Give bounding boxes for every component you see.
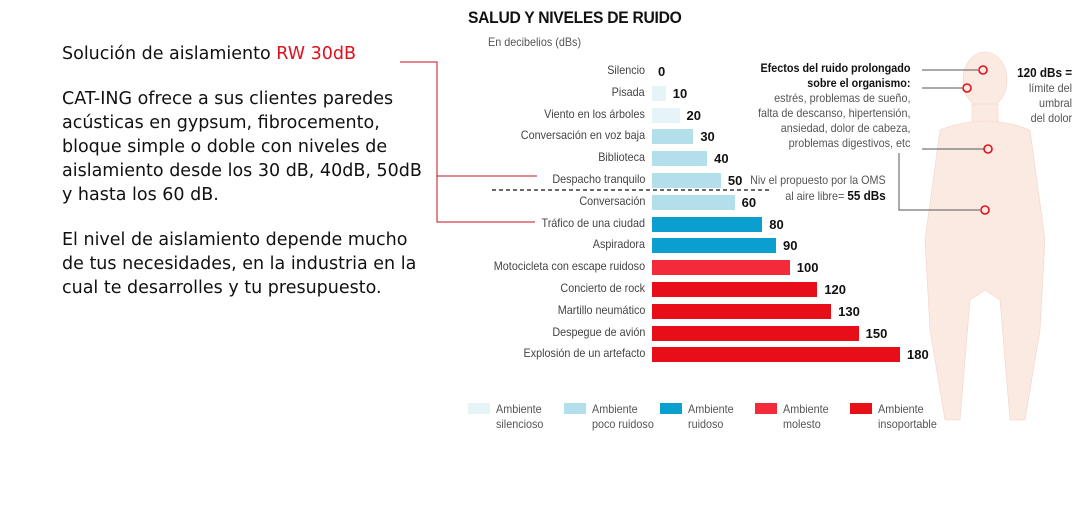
effect-leader-lines xyxy=(898,69,985,211)
bar-label: Aspiradora xyxy=(592,237,645,252)
pain-line: del dolor xyxy=(1030,111,1072,125)
bar xyxy=(652,325,859,341)
bar-value: 130 xyxy=(838,303,860,319)
bar-value: 100 xyxy=(796,260,819,276)
bar-value: 90 xyxy=(783,238,798,254)
bar-label: Tráfico de una ciudad xyxy=(541,215,645,230)
legend-line-1: Ambiente xyxy=(688,402,734,416)
bar xyxy=(652,129,694,145)
bar xyxy=(652,107,680,123)
bar-value: 150 xyxy=(865,325,888,341)
effects-title-1: Efectos del ruido prolongado xyxy=(759,61,910,75)
bar xyxy=(652,238,776,254)
bar-value: 40 xyxy=(714,151,729,167)
oms-value: 55 dBs xyxy=(847,188,886,203)
bar-label: Despegue de avión xyxy=(551,324,645,339)
bar xyxy=(652,303,832,319)
legend-swatch xyxy=(850,403,872,414)
bar-label: Pisada xyxy=(611,84,645,99)
legend-line-1: Ambiente xyxy=(783,402,829,416)
bar-value: 60 xyxy=(741,194,757,210)
bar-label: Conversación en voz baja xyxy=(520,128,645,143)
chart-title: SALUD Y NIVELES DE RUIDO xyxy=(468,8,682,27)
bar-value: 30 xyxy=(700,129,715,145)
legend-line-1: Ambiente xyxy=(878,402,924,416)
bar xyxy=(652,216,763,232)
bar xyxy=(652,260,790,276)
pain-line: límite del xyxy=(1028,81,1072,95)
oms-line-2: al aire libre= xyxy=(785,189,848,203)
pain-line: umbral xyxy=(1038,96,1072,110)
bar-label: Viento en los árboles xyxy=(544,106,645,121)
bar-label: Explosión de un artefacto xyxy=(523,346,645,361)
bar-label: Martillo neumático xyxy=(557,302,645,317)
legend-line-1: Ambiente xyxy=(592,402,638,416)
effects-line: problemas digestivos, etc xyxy=(788,136,910,150)
legend-swatch xyxy=(468,403,490,414)
legend-label: Ambiente ruidoso xyxy=(688,402,734,432)
bar-label: Concierto de rock xyxy=(560,281,645,295)
legend-line-2: silencioso xyxy=(496,417,544,431)
pain-threshold-note: 120 dBs = límite del umbral del dolor xyxy=(1017,65,1072,126)
bar-label: Conversación xyxy=(578,193,645,208)
effects-line: falta de descanso, hipertensión, xyxy=(757,106,910,120)
bar-label: Silencio xyxy=(607,63,645,77)
bar-value: 180 xyxy=(907,347,929,363)
legend-line-1: Ambiente xyxy=(496,402,542,416)
promo-paragraph-2: El nivel de aislamiento depende mucho de… xyxy=(62,230,417,298)
bar-value: 10 xyxy=(672,85,688,101)
heading-prefix: Solución de aislamiento xyxy=(62,44,277,64)
legend-line-2: molesto xyxy=(783,417,821,431)
oms-line-1: Niv el propuesto por la OMS xyxy=(750,173,886,187)
legend-swatch xyxy=(755,403,777,414)
legend-swatch xyxy=(660,403,682,414)
promo-text: Solución de aislamiento RW 30dB CAT-ING … xyxy=(62,42,422,321)
heading-highlight: RW 30dB xyxy=(276,44,356,64)
organ-markers xyxy=(962,65,993,215)
legend-line-2: poco ruidoso xyxy=(592,417,654,431)
legend-label: Ambiente molesto xyxy=(783,402,829,432)
bar xyxy=(652,194,735,210)
bar xyxy=(652,282,818,297)
bar xyxy=(652,347,900,363)
human-body-figure xyxy=(924,51,1046,421)
bar xyxy=(652,151,708,167)
promo-paragraph-1: CAT-ING ofrece a sus clientes paredes ac… xyxy=(62,89,422,205)
legend-label: Ambiente silencioso xyxy=(496,402,543,432)
legend-label: Ambiente insoportable xyxy=(878,402,937,432)
promo-heading: Solución de aislamiento RW 30dB xyxy=(62,42,422,66)
legend-label: Ambiente poco ruidoso xyxy=(592,402,654,432)
bar xyxy=(652,85,666,101)
pain-value: 120 dBs = xyxy=(1017,65,1072,80)
bar-value: 50 xyxy=(727,173,743,188)
bar-value: 120 xyxy=(824,282,847,297)
bar-value: 20 xyxy=(686,107,702,123)
chart-subtitle: En decibelios (dBs) xyxy=(488,35,582,49)
bar-label: Biblioteca xyxy=(598,150,645,165)
bar-label: Motocicleta con escape ruidoso xyxy=(493,259,645,274)
effects-line: estrés, problemas de sueño, xyxy=(773,91,910,105)
effects-title-2: sobre el organismo: xyxy=(806,76,910,90)
bar-value: 0 xyxy=(658,64,666,79)
bar-value: 80 xyxy=(769,216,784,232)
effects-line: ansiedad, dolor de cabeza, xyxy=(780,121,910,135)
callout-lines xyxy=(400,61,537,223)
effects-note: Efectos del ruido prolongado sobre el or… xyxy=(757,61,910,151)
legend-line-2: ruidoso xyxy=(688,417,724,431)
bar xyxy=(652,173,721,188)
bar-label: Despacho tranquilo xyxy=(551,172,645,186)
oms-note: Niv el propuesto por la OMS al aire libr… xyxy=(750,172,886,204)
legend-swatch xyxy=(564,403,586,414)
legend-line-2: insoportable xyxy=(878,417,937,431)
